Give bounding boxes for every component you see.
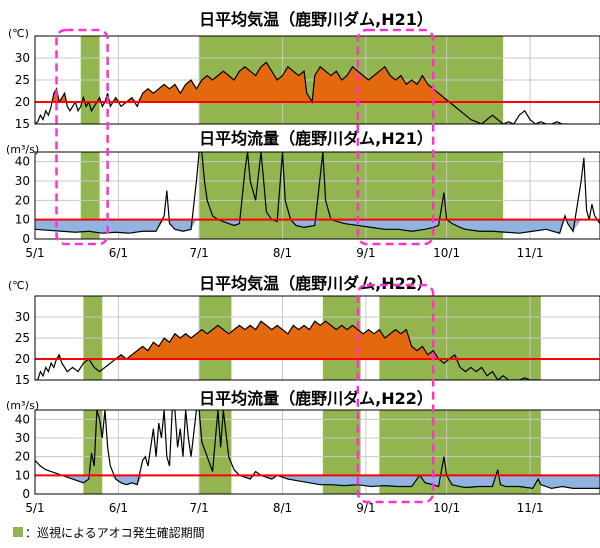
- x-tick-label: 7/1: [189, 501, 208, 515]
- x-tick-label: 9/1: [356, 246, 375, 260]
- y-tick-label: 0: [22, 487, 30, 501]
- y-tick-label: 15: [15, 373, 30, 387]
- x-tick-label: 11/1: [517, 246, 544, 260]
- flow-area: [35, 475, 600, 489]
- y-tick-label: 30: [15, 431, 30, 445]
- y-tick-label: 20: [15, 193, 30, 207]
- series-line: [35, 410, 600, 490]
- x-tick-label: 10/1: [433, 246, 460, 260]
- y-unit-label: (m³/s): [6, 143, 39, 156]
- chart-title: 日平均流量（鹿野川ダム,H22）: [199, 389, 433, 408]
- plot-frame: [34, 151, 600, 240]
- series-line: [35, 152, 600, 234]
- chart-title: 日平均流量（鹿野川ダム,H21）: [199, 129, 433, 148]
- chart-title: 日平均気温（鹿野川ダム,H22）: [199, 274, 433, 293]
- y-tick-label: 20: [15, 352, 30, 366]
- y-tick-label: 20: [15, 95, 30, 109]
- chart-title: 日平均気温（鹿野川ダム,H21）: [199, 10, 433, 29]
- chart-temp-h22: 日平均気温（鹿野川ダム,H22） (℃) 15 20 25 30: [8, 274, 600, 387]
- temperature-area: [35, 62, 568, 102]
- y-tick-label: 10: [15, 213, 30, 227]
- plot-frame: [34, 295, 600, 381]
- highlight-period: [83, 410, 103, 494]
- y-tick-label: 40: [15, 412, 30, 426]
- chart-flow-h21: 日平均流量（鹿野川ダム,H21） (m³/s) 0 10 20 30 40 5/1 6/1 7…: [6, 129, 600, 260]
- chart-flow-h22: 日平均流量（鹿野川ダム,H22） (m³/s) 0 10 20 30 40 5/1 6/1 7…: [6, 389, 600, 515]
- y-tick-label: 10: [15, 468, 30, 482]
- flow-area: [35, 219, 600, 234]
- x-tick-label: 10/1: [433, 501, 460, 515]
- dashed-highlight-box: [356, 28, 435, 246]
- series-line: [35, 61, 568, 124]
- temperature-area: [35, 321, 541, 359]
- x-tick-label: 5/1: [25, 246, 44, 260]
- plot-area: 15 20 25 30: [15, 295, 600, 387]
- legend-label: ：巡視によるアオコ発生確認期間: [25, 525, 205, 540]
- highlight-period: [80, 152, 100, 239]
- dashed-highlight-box: [55, 28, 109, 246]
- y-tick-label: 25: [15, 331, 30, 345]
- plot-area: 15 20 25 30: [15, 35, 600, 131]
- x-tick-label: 11/1: [517, 501, 544, 515]
- plot-frame: [34, 35, 600, 125]
- y-tick-label: 20: [15, 450, 30, 464]
- legend: ：巡視によるアオコ発生確認期間: [13, 525, 205, 540]
- x-tick-label: 7/1: [189, 246, 208, 260]
- highlight-period: [199, 410, 232, 494]
- y-tick-label: 40: [15, 155, 30, 169]
- y-tick-label: 30: [15, 51, 30, 65]
- plot-area: 0 10 20 30 40 5/1 6/1 7/1 8/1 9/1 10/1 11/1: [15, 409, 600, 515]
- x-tick-label: 6/1: [109, 501, 128, 515]
- y-tick-label: 25: [15, 73, 30, 87]
- y-unit-label: (℃): [8, 279, 29, 292]
- plot-area: 0 10 20 30 40 5/1 6/1 7/1 8/1 9/1 10/1 11/1: [15, 151, 600, 260]
- x-tick-label: 8/1: [273, 501, 292, 515]
- x-tick-label: 8/1: [273, 246, 292, 260]
- x-tick-label: 9/1: [356, 501, 375, 515]
- series-line: [35, 320, 541, 380]
- y-unit-label: (m³/s): [6, 399, 39, 412]
- y-tick-label: 30: [15, 310, 30, 324]
- chart-temp-h21: 日平均気温（鹿野川ダム,H21） (℃) 15 20 25 30: [8, 10, 600, 131]
- x-tick-label: 5/1: [25, 501, 44, 515]
- x-tick-label: 6/1: [109, 246, 128, 260]
- dashed-highlight-box: [356, 283, 435, 504]
- plot-frame: [34, 409, 600, 495]
- y-tick-label: 0: [22, 232, 30, 246]
- y-tick-label: 15: [15, 117, 30, 131]
- y-unit-label: (℃): [8, 27, 29, 40]
- legend-swatch: [13, 527, 23, 537]
- y-tick-label: 30: [15, 174, 30, 188]
